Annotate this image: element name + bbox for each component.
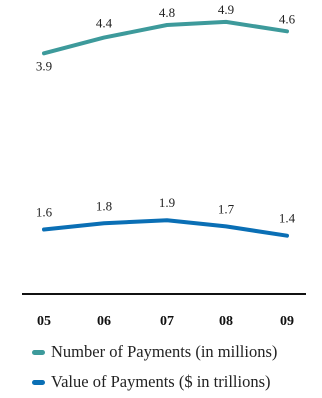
legend-swatch-value bbox=[32, 379, 45, 385]
x-tick-06: 06 bbox=[97, 314, 111, 329]
x-tick-07: 07 bbox=[160, 314, 174, 329]
series-line-number bbox=[42, 19, 289, 56]
series-layer: 3.9 4.4 4.8 4.9 4.6 1.6 1.8 1.9 1.7 1.4 bbox=[36, 2, 296, 238]
data-label-number-06: 4.4 bbox=[96, 16, 113, 31]
data-label-number-05: 3.9 bbox=[36, 58, 52, 73]
data-label-value-09: 1.4 bbox=[279, 211, 296, 226]
legend-label-number: Number of Payments (in millions) bbox=[51, 342, 278, 361]
data-label-value-08: 1.7 bbox=[218, 201, 235, 216]
data-label-value-06: 1.8 bbox=[96, 198, 112, 213]
x-tick-08: 08 bbox=[219, 314, 233, 329]
data-label-value-05: 1.6 bbox=[36, 205, 53, 220]
data-label-number-08: 4.9 bbox=[218, 2, 234, 17]
x-tick-09: 09 bbox=[280, 314, 294, 329]
x-tick-labels: 05 06 07 08 09 bbox=[37, 314, 294, 329]
data-label-number-09: 4.6 bbox=[279, 11, 296, 26]
data-label-value-07: 1.9 bbox=[159, 195, 175, 210]
series-line-value bbox=[42, 218, 289, 238]
x-tick-05: 05 bbox=[37, 314, 51, 329]
legend-item-value: Value of Payments ($ in trillions) bbox=[0, 372, 322, 392]
legend-swatch-number bbox=[32, 349, 45, 355]
data-label-number-07: 4.8 bbox=[159, 5, 175, 20]
line-chart: 3.94.44.8 4.94.61.6 1.8 1.9 1.71.4 05 06 07 08 0… bbox=[22, 2, 306, 329]
legend-label-value: Value of Payments ($ in trillions) bbox=[51, 372, 271, 391]
legend-item-number: Number of Payments (in millions) bbox=[0, 342, 322, 362]
